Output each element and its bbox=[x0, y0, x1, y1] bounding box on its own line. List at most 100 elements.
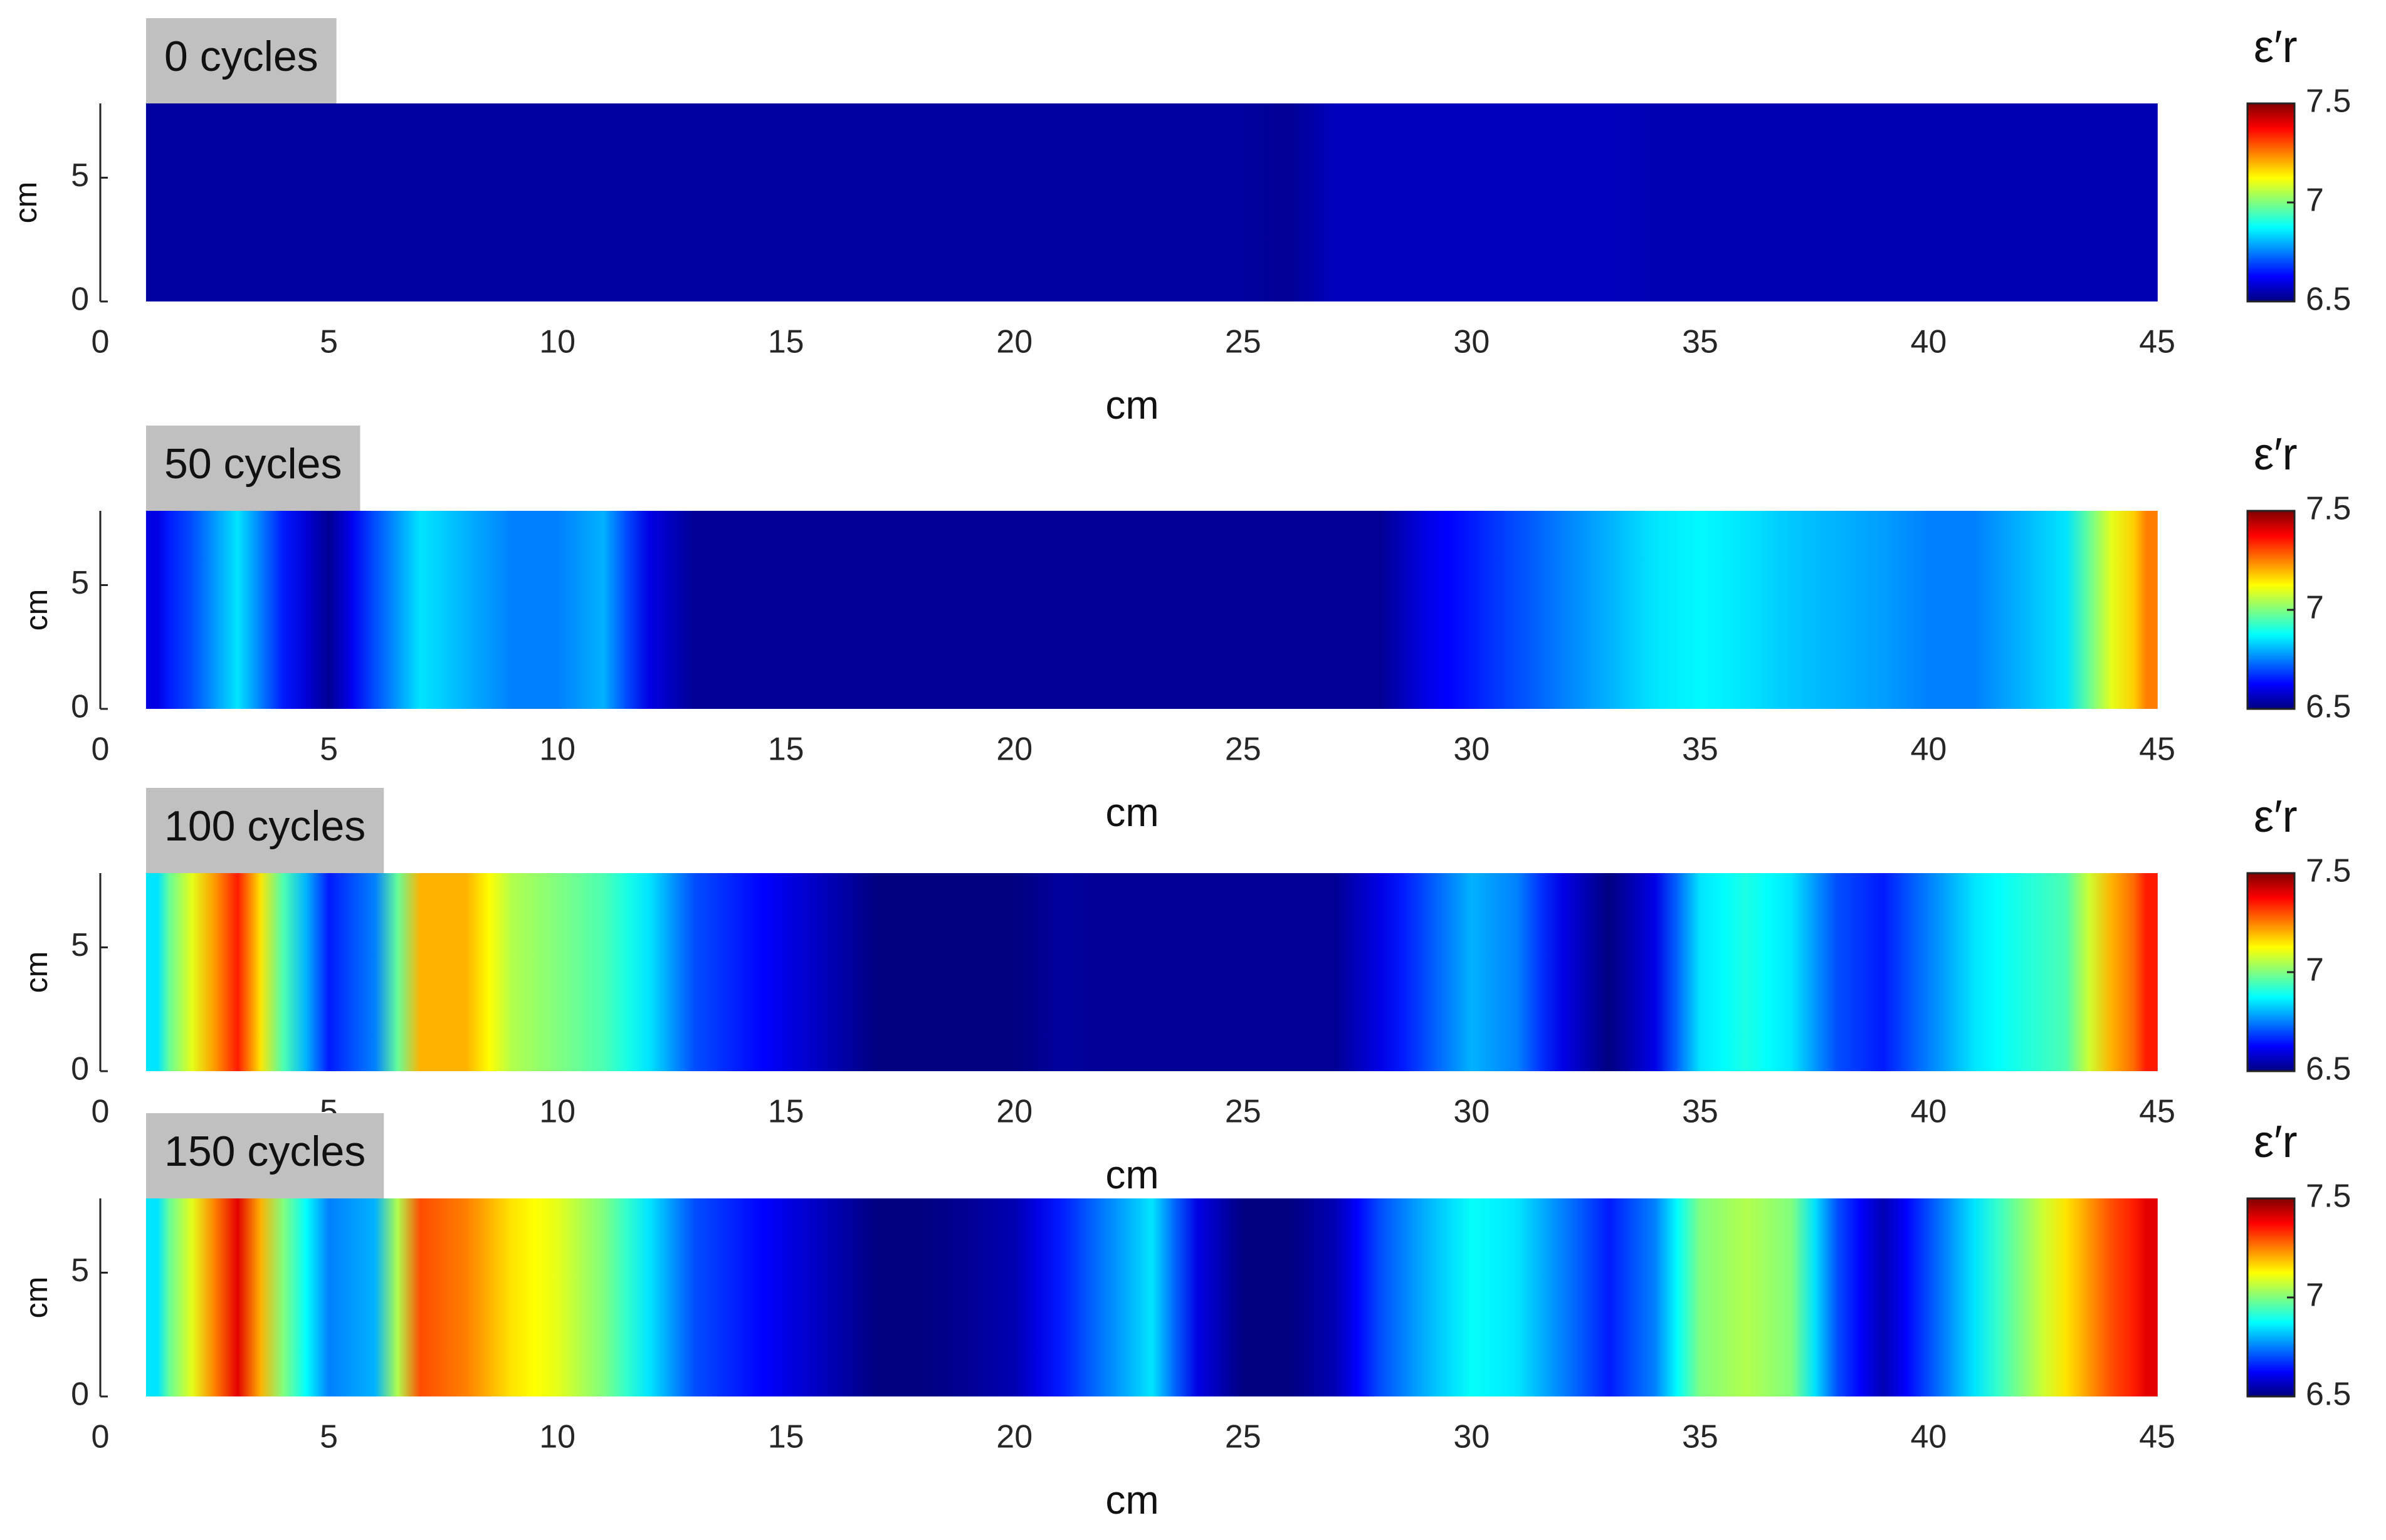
heat-cell bbox=[1677, 873, 1724, 1071]
heat-cell bbox=[1997, 1198, 2044, 1396]
y-axis-label: cm bbox=[19, 1277, 54, 1319]
x-tick-label: 10 bbox=[539, 1419, 575, 1455]
heat-cell bbox=[2042, 873, 2089, 1071]
heat-cell bbox=[488, 1198, 535, 1396]
heat-cell bbox=[1311, 511, 1358, 709]
heat-cell bbox=[945, 511, 992, 709]
colorbar-label: ε′r bbox=[2254, 792, 2298, 842]
colorbar-tick-label: 6.5 bbox=[2306, 281, 2351, 318]
heat-cell bbox=[1768, 1198, 1815, 1396]
colorbar-tick-label: 7 bbox=[2306, 1277, 2324, 1314]
x-tick-label: 0 bbox=[92, 324, 110, 360]
heat-cell bbox=[260, 1198, 307, 1396]
heat-cell bbox=[1174, 1198, 1221, 1396]
x-tick-label: 5 bbox=[320, 731, 338, 768]
heat-cell bbox=[169, 1198, 216, 1396]
heat-cell bbox=[1951, 1198, 1998, 1396]
heat-cell bbox=[1723, 873, 1770, 1071]
colorbar bbox=[2246, 102, 2296, 303]
colorbar bbox=[2246, 872, 2296, 1072]
heat-cell bbox=[488, 103, 535, 301]
colorbar-tick-label: 6.5 bbox=[2306, 1376, 2351, 1413]
heat-cell bbox=[214, 1198, 261, 1396]
heat-cell bbox=[809, 103, 855, 301]
x-tick-label: 35 bbox=[1682, 324, 1718, 360]
x-tick-label: 15 bbox=[768, 324, 804, 360]
heat-cell bbox=[854, 873, 901, 1071]
heat-cell bbox=[717, 1198, 764, 1396]
heat-cell bbox=[1860, 103, 1906, 301]
heat-cell bbox=[1037, 103, 1084, 301]
x-tick-label: 25 bbox=[1225, 731, 1261, 768]
colorbar bbox=[2246, 1197, 2296, 1398]
panel-title: 150 cycles bbox=[164, 1128, 365, 1175]
panel-title: 100 cycles bbox=[164, 802, 365, 850]
y-tick-label: 0 bbox=[71, 281, 89, 318]
heat-cell bbox=[352, 103, 398, 301]
x-tick-label: 40 bbox=[1911, 324, 1947, 360]
x-tick-label: 45 bbox=[2139, 324, 2175, 360]
heat-cell bbox=[1997, 511, 2044, 709]
x-tick-label: 40 bbox=[1911, 731, 1947, 768]
y-tick-label: 0 bbox=[71, 689, 89, 725]
y-axis-label: cm bbox=[8, 182, 43, 224]
heat-cell bbox=[1311, 1198, 1358, 1396]
heat-cell bbox=[1768, 511, 1815, 709]
x-tick-label: 20 bbox=[996, 1094, 1033, 1130]
heat-cell bbox=[1220, 511, 1267, 709]
heat-cell bbox=[145, 873, 170, 1071]
heat-cell bbox=[1631, 873, 1678, 1071]
heat-cell bbox=[1448, 511, 1495, 709]
heat-cell bbox=[1814, 1198, 1861, 1396]
heat-cell bbox=[352, 511, 398, 709]
heat-cell bbox=[2042, 1198, 2089, 1396]
heat-cell bbox=[2042, 511, 2089, 709]
x-tick-label: 35 bbox=[1682, 1419, 1718, 1455]
heat-cell bbox=[260, 103, 307, 301]
heat-cell bbox=[1540, 511, 1587, 709]
x-tick-label: 45 bbox=[2139, 731, 2175, 768]
heat-cell bbox=[397, 511, 444, 709]
heat-cell bbox=[1814, 873, 1861, 1071]
heat-cell bbox=[1266, 873, 1312, 1071]
colorbar-label: ε′r bbox=[2254, 429, 2298, 479]
x-tick-label: 45 bbox=[2139, 1094, 2175, 1130]
heat-cell bbox=[306, 511, 352, 709]
x-tick-label: 45 bbox=[2139, 1419, 2175, 1455]
colorbar-tick-label: 6.5 bbox=[2306, 1051, 2351, 1087]
heat-cell bbox=[2088, 103, 2135, 301]
heat-cell bbox=[1540, 1198, 1587, 1396]
heat-cell bbox=[1311, 873, 1358, 1071]
heat-cell bbox=[854, 511, 901, 709]
heat-cell bbox=[443, 873, 490, 1071]
heat-cell bbox=[1677, 103, 1724, 301]
heat-cell bbox=[1585, 1198, 1632, 1396]
heat-cell bbox=[1494, 511, 1541, 709]
heat-cell bbox=[626, 103, 673, 301]
x-tick-label: 0 bbox=[92, 1094, 110, 1130]
heat-cell bbox=[1905, 1198, 1952, 1396]
heat-cell bbox=[900, 103, 947, 301]
heat-cell bbox=[1951, 873, 1998, 1071]
heat-cell bbox=[1083, 511, 1130, 709]
heat-cell bbox=[1174, 511, 1221, 709]
heat-cell bbox=[809, 1198, 855, 1396]
heat-cell bbox=[991, 511, 1038, 709]
heat-cell bbox=[306, 103, 352, 301]
x-axis-label: cm bbox=[1105, 382, 1159, 427]
heat-cell bbox=[763, 511, 809, 709]
heat-cell bbox=[900, 511, 947, 709]
heat-cell bbox=[1860, 873, 1906, 1071]
heat-cell bbox=[1631, 103, 1678, 301]
heat-cell bbox=[1083, 873, 1130, 1071]
heat-cell bbox=[717, 103, 764, 301]
heat-cell bbox=[1905, 873, 1952, 1071]
heat-cell bbox=[1083, 103, 1130, 301]
x-tick-label: 0 bbox=[92, 731, 110, 768]
heat-cell bbox=[260, 873, 307, 1071]
heat-cell bbox=[1723, 511, 1770, 709]
heat-cell bbox=[991, 873, 1038, 1071]
heat-cell bbox=[145, 1198, 170, 1396]
x-tick-label: 5 bbox=[320, 1419, 338, 1455]
